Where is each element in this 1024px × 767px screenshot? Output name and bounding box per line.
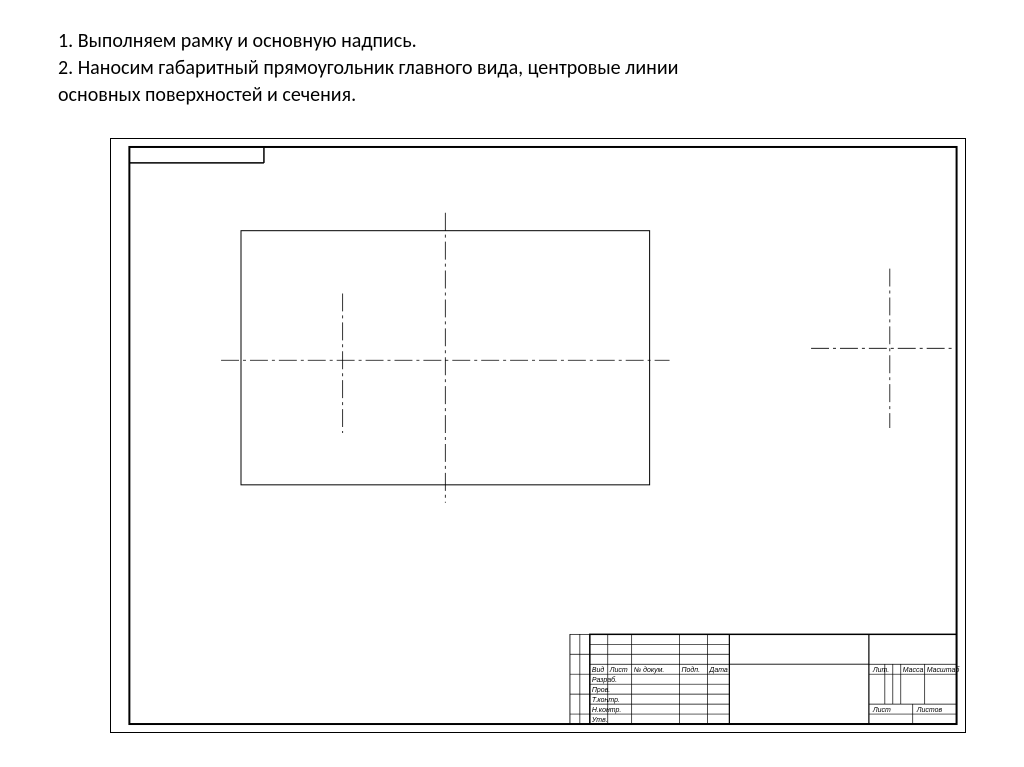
titleblock: Вид Лист № докум. Подп. Дата Разраб. Про…: [570, 634, 960, 724]
tb-left-2: Пров.: [592, 687, 610, 694]
tb-hdr-2: Лист: [609, 667, 628, 674]
tb-left-1: Разраб.: [592, 676, 617, 684]
instruction-line-3: основных поверхностей и сечения.: [58, 82, 678, 109]
tb-hdr-4: Подп.: [682, 666, 701, 674]
tb-left-3: Т.контр.: [592, 697, 620, 704]
tb-rt-3: Масштаб: [927, 666, 961, 674]
instruction-line-1: 1. Выполняем рамку и основную надпись.: [58, 28, 678, 55]
tb-rb-1: Лист: [872, 707, 891, 714]
drawing-svg: Вид Лист № докум. Подп. Дата Разраб. Про…: [111, 139, 965, 732]
tb-left-4: Н.контр.: [592, 707, 622, 714]
centerlines: [221, 213, 955, 503]
tb-left-5: Утв.: [591, 717, 608, 724]
instruction-text: 1. Выполняем рамку и основную надпись. 2…: [58, 28, 678, 109]
tb-rt-2: Масса: [903, 667, 924, 674]
tb-rt-1: Лит.: [872, 667, 889, 674]
tb-hdr-1: Вид: [592, 666, 605, 674]
tb-hdr-3: № докум.: [634, 666, 665, 674]
tb-hdr-5: Дата: [708, 667, 728, 674]
instruction-line-2: 2. Наносим габаритный прямоугольник глав…: [58, 55, 678, 82]
drawing-outer-frame: Вид Лист № докум. Подп. Дата Разраб. Про…: [110, 138, 966, 733]
inner-border: [129, 147, 956, 724]
tb-rb-2: Листов: [916, 707, 943, 714]
